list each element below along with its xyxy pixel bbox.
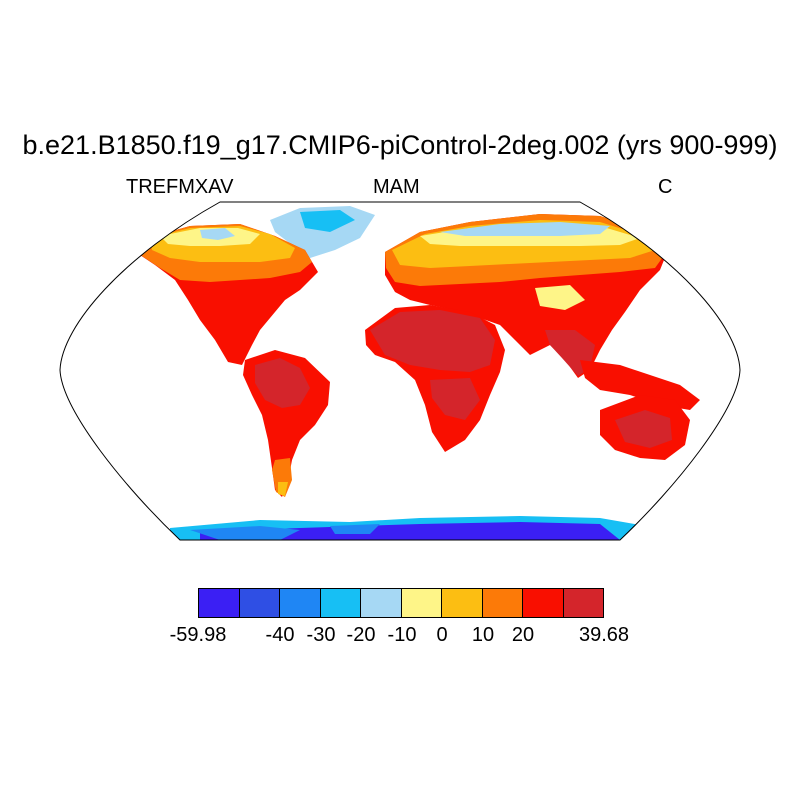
colorbar-swatch-7 <box>442 589 483 617</box>
colorbar-swatch-10 <box>563 589 603 617</box>
colorbar-tick-label: 39.68 <box>578 624 630 646</box>
map-boundary <box>59 201 741 541</box>
colorbar-tick-label: 0 <box>436 624 448 646</box>
colorbar-tick-label: -20 <box>346 624 376 646</box>
colorbar-tick-label: -30 <box>306 624 336 646</box>
land-fields <box>140 206 718 540</box>
colorbar-tick-label: -59.98 <box>169 624 227 646</box>
colorbar-swatch-4 <box>320 589 361 617</box>
maritime-continent-region <box>580 360 700 410</box>
colorbar-swatch-5 <box>361 589 402 617</box>
colorbar-swatch-2 <box>239 589 280 617</box>
variable-label: TREFMXAV <box>126 176 234 198</box>
colorbar-swatch-9 <box>523 589 564 617</box>
colorbar <box>198 588 604 618</box>
colorbar-swatch-6 <box>401 589 442 617</box>
colorbar-swatch-1 <box>199 589 240 617</box>
colorbar-tick-label: -10 <box>387 624 417 646</box>
colorbar-swatch-8 <box>482 589 523 617</box>
units-label: C <box>658 176 673 198</box>
colorbar-swatch-3 <box>280 589 321 617</box>
season-label: MAM <box>373 176 420 198</box>
colorbar-tick-label: 20 <box>511 624 535 646</box>
plot-title: b.e21.B1850.f19_g17.CMIP6-piControl-2deg… <box>22 130 778 160</box>
colorbar-tick-label: 10 <box>471 624 495 646</box>
colorbar-tick-label: -40 <box>265 624 295 646</box>
